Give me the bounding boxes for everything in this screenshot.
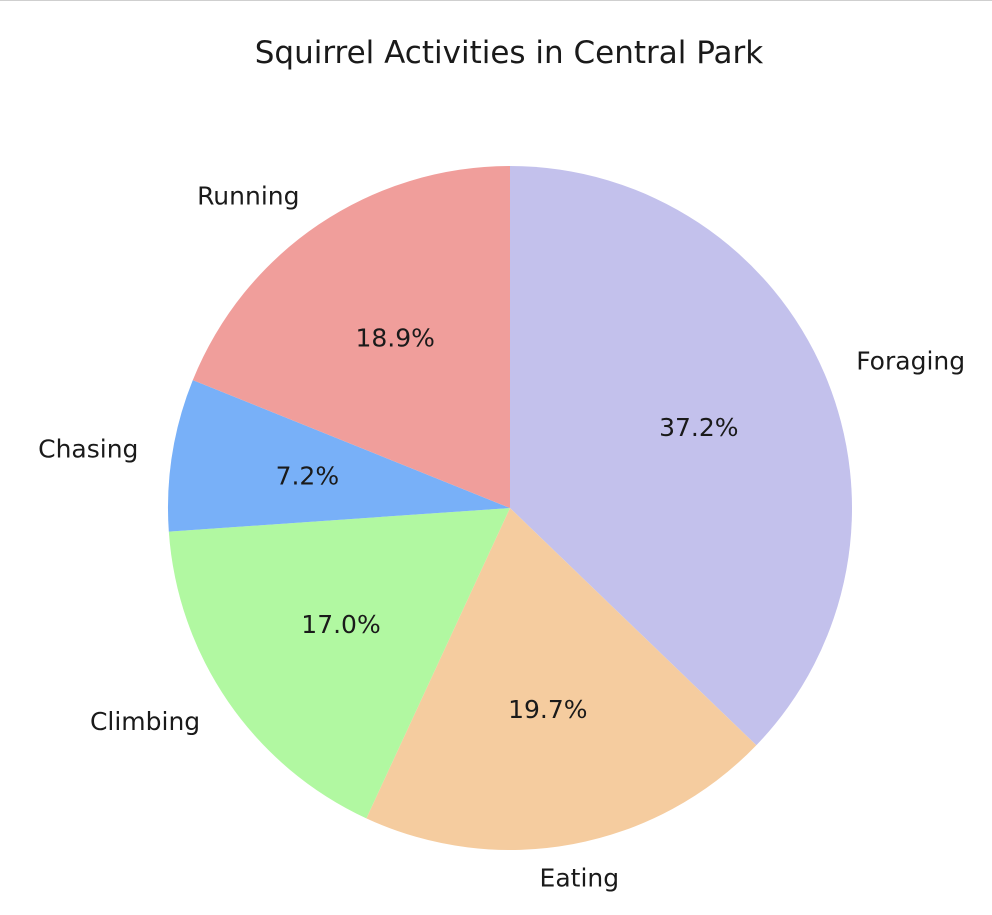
pie-category-label: Climbing	[90, 707, 200, 736]
pie-slice-running	[192, 166, 510, 508]
pie-percent-label: 37.2%	[659, 413, 738, 442]
pie-percent-label: 17.0%	[301, 610, 380, 639]
pie-category-label: Chasing	[38, 435, 138, 464]
chart-title: Squirrel Activities in Central Park	[255, 35, 764, 71]
pie-slices	[168, 166, 852, 850]
pie-percent-label: 18.9%	[355, 323, 434, 352]
pie-percent-label: 7.2%	[276, 461, 340, 490]
pie-category-label: Eating	[540, 863, 620, 892]
pie-slice-foraging	[510, 166, 852, 746]
pie-slice-chasing	[168, 380, 511, 532]
pie-slice-eating	[366, 508, 757, 850]
pie-category-label: Foraging	[856, 346, 965, 375]
pie-category-label: Running	[197, 182, 299, 211]
pie-category-labels: Foraging Eating Climbing Chasing Running	[38, 182, 965, 893]
pie-percent-labels: 37.2% 19.7% 17.0% 7.2% 18.9%	[276, 323, 739, 724]
pie-slice-climbing	[168, 508, 510, 819]
pie-percent-label: 19.7%	[508, 695, 587, 724]
